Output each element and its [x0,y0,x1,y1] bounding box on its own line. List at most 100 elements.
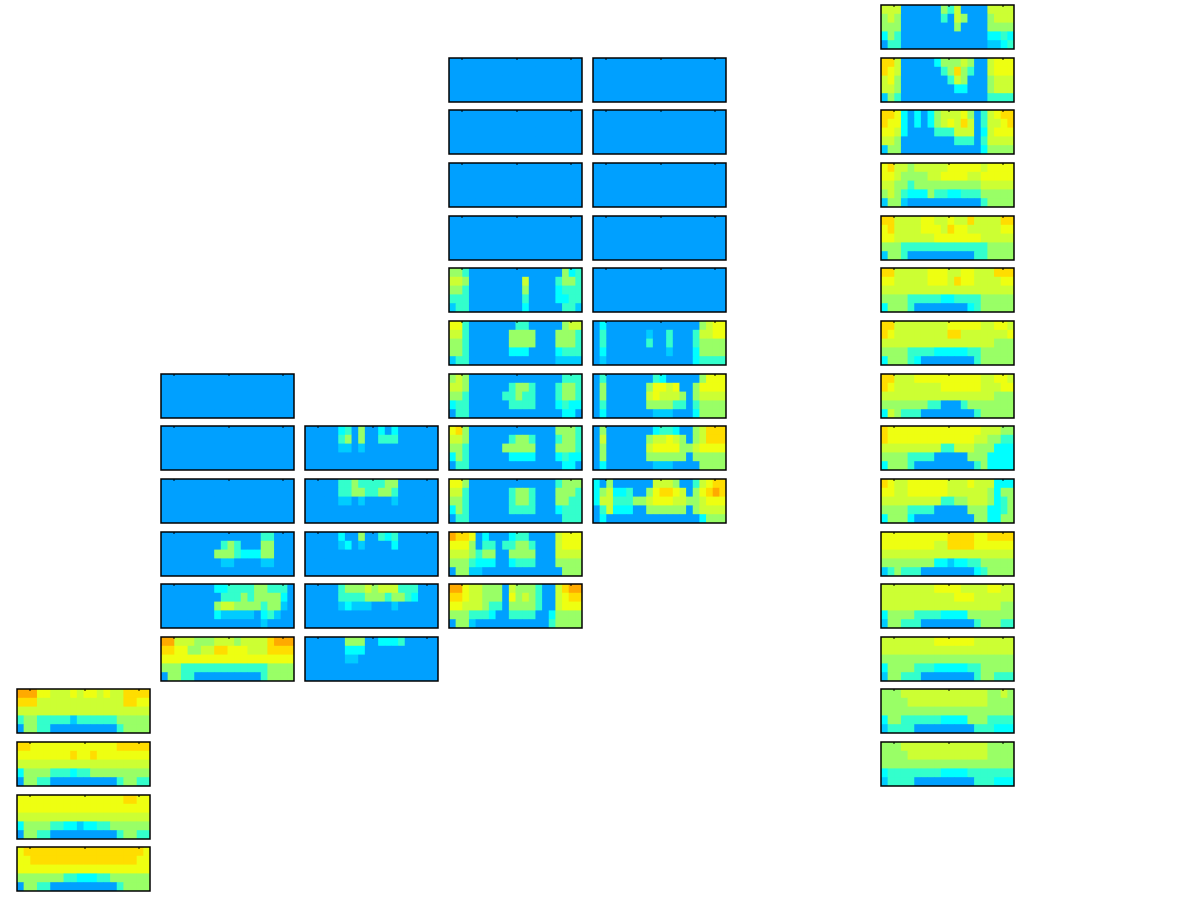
heatmap-cell [482,241,490,252]
heatmap-cell [914,303,922,313]
heatmap-cell [43,698,51,708]
heatmap-cell [214,557,222,568]
heatmap-cell [404,443,412,454]
heatmap-cell [568,92,576,103]
heatmap-cell [706,171,714,182]
heatmap-cell [391,671,399,682]
heatmap-cell [907,136,915,146]
heatmap-cell [542,601,550,612]
heatmap-cell [180,487,189,497]
heatmap-cell [974,356,982,366]
heatmap-cell [987,391,995,401]
heatmap-cell [110,864,118,875]
heatmap-cell [562,461,570,471]
heatmap-cell [522,75,530,85]
heatmap-cell [344,566,353,576]
heatmap-cell [712,294,720,304]
heatmap-cell [967,250,975,261]
heatmap-cell [666,382,674,392]
heatmap-cell [364,478,372,489]
heatmap-cell [619,268,627,278]
heatmap-cell [568,127,576,138]
heatmap-cell [455,549,463,559]
heatmap-cell [200,505,209,515]
heatmap-cell [907,531,915,541]
heatmap-cell [646,478,654,489]
heatmap-cell [686,426,694,436]
heatmap-cell [692,241,700,252]
heatmap-cell [920,189,929,199]
heatmap-cell [515,189,523,199]
heatmap-cell [535,224,543,234]
heatmap-cell [17,768,25,778]
axes-frame [448,425,583,471]
heatmap-cell [324,636,333,647]
heatmap-cell [606,347,614,357]
heatmap-cell [227,514,235,524]
heatmap-cell [887,338,895,348]
heatmap-cell [338,610,346,620]
heatmap-cell [562,514,570,524]
heatmap-cell [548,303,556,313]
heatmap-cell [967,241,975,252]
heatmap-cell [652,514,660,524]
heatmap-cell [194,584,202,594]
heatmap-cell [672,75,680,85]
heatmap-cell [606,408,614,419]
heatmap-cell [358,434,366,445]
heatmap-cell [599,426,607,436]
heatmap-cell [927,198,935,208]
heatmap-cell [947,320,955,331]
heatmap-cell [180,557,189,568]
heatmap-cell [646,180,654,190]
heatmap-cell [575,610,583,620]
heatmap-cell [927,180,935,190]
heatmap-cell [475,241,483,252]
heatmap-cell [606,356,614,366]
heatmap-cell [36,759,45,769]
heatmap-cell [475,584,483,594]
heatmap-cell [632,303,641,313]
heatmap-cell [207,671,215,682]
heatmap-cell [220,654,228,664]
heatmap-cell [934,13,942,24]
heatmap-cell [287,514,295,524]
heatmap-cell [575,119,583,129]
heatmap-cell [894,57,902,67]
heatmap-cell [274,531,282,541]
heatmap-cell [686,514,694,524]
heatmap-cell [351,663,359,673]
heatmap-cell [934,584,942,594]
heatmap-cell [378,434,386,445]
heatmap-cell [887,110,895,120]
heatmap-cell [994,452,1002,462]
heatmap-cell [960,557,968,568]
heatmap-cell [351,654,359,664]
heatmap-cell [900,22,909,32]
heatmap-cell [30,812,38,822]
heatmap-cell [593,215,601,225]
heatmap-cell [712,461,720,471]
heatmap-cell [666,487,674,497]
heatmap-cell [980,13,988,24]
heatmap-cell [987,119,995,129]
heatmap-cell [900,426,909,436]
heatmap-cell [659,180,667,190]
heatmap-cell [495,505,503,515]
heatmap-cell [267,549,275,559]
heatmap-cell [515,382,523,392]
heatmap-cell [449,408,457,419]
heatmap-cell [994,592,1002,603]
heatmap-cell [626,461,634,471]
heatmap-cell [947,40,955,50]
heatmap-cell [418,540,426,550]
heatmap-cell [391,654,399,664]
heatmap-cell [50,777,58,787]
heatmap-cell [23,864,31,875]
heatmap-cell [686,162,694,173]
heatmap-cell [980,549,988,559]
heatmap-cell [50,759,58,769]
heatmap-cell [666,514,674,524]
heatmap-cell [515,136,523,146]
heatmap-cell [900,619,909,629]
